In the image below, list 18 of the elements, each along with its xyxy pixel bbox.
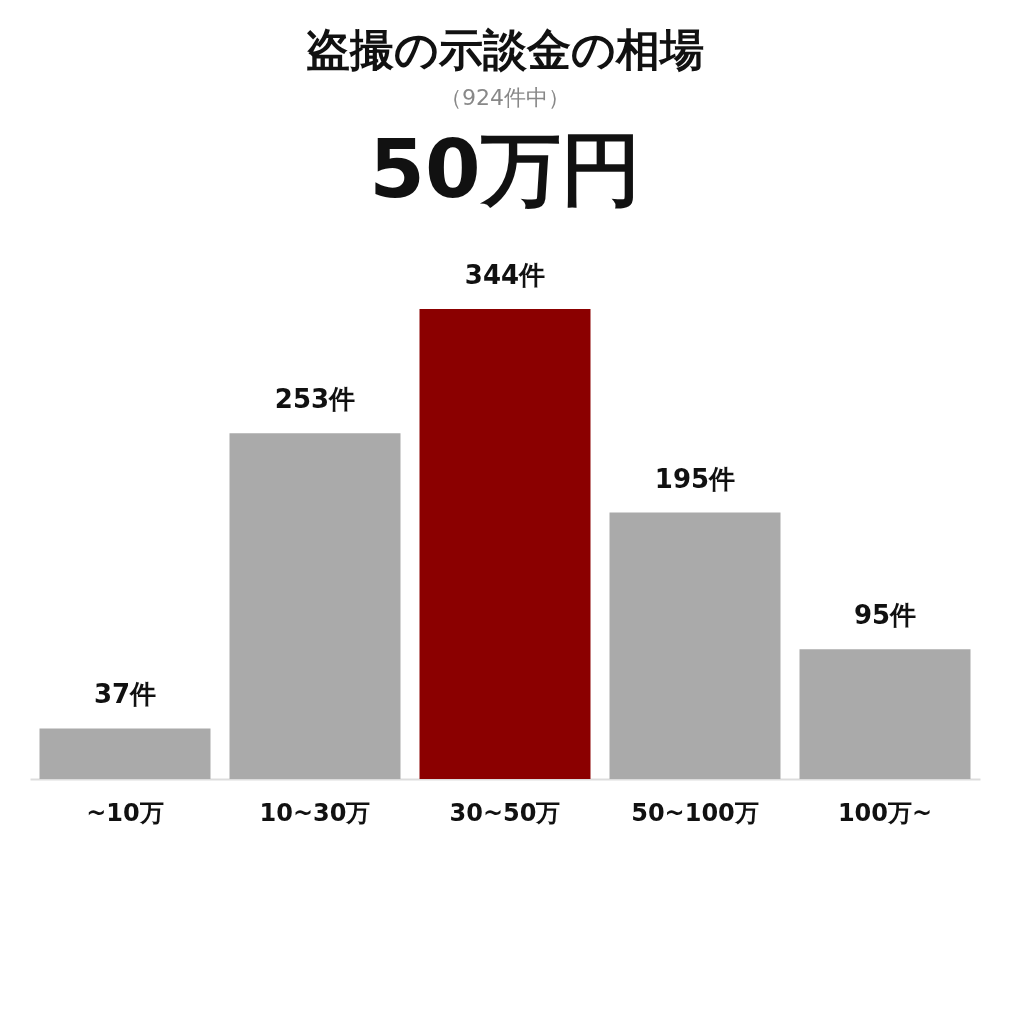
- chart-title: 盗撮の示談金の相場: [306, 24, 704, 75]
- bar: [419, 309, 591, 779]
- x-tick-label: 100万~: [837, 798, 933, 827]
- bar: [229, 433, 401, 779]
- x-tick-label: ~10万: [86, 798, 164, 827]
- x-tick-label: 50~100万: [631, 798, 759, 827]
- data-label: 95件: [853, 600, 917, 631]
- x-tick-label: 10~30万: [259, 798, 371, 827]
- bar: [609, 512, 781, 779]
- text: 50万円: [369, 123, 641, 216]
- bar: [799, 649, 971, 779]
- x-tick-label: 30~50万: [449, 798, 561, 827]
- bar: [39, 728, 211, 779]
- data-label: 344件: [464, 260, 546, 290]
- data-label: 37件: [93, 679, 157, 710]
- data-label: 195件: [654, 463, 736, 494]
- chart-subtitle: （924件中）: [440, 85, 570, 110]
- data-label: 253件: [274, 384, 356, 415]
